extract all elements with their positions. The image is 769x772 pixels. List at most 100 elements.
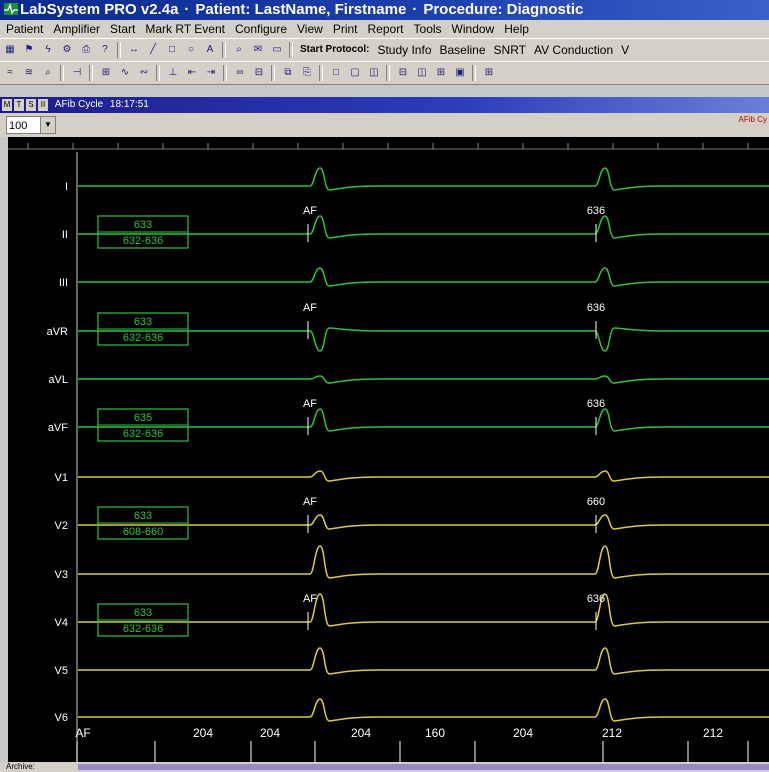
measure-value: 633 bbox=[134, 510, 152, 522]
mode-s-button[interactable]: S bbox=[26, 99, 36, 111]
mail-icon[interactable]: ✉ bbox=[253, 44, 263, 55]
menu-start[interactable]: Start bbox=[110, 22, 136, 36]
text-icon[interactable]: A bbox=[206, 44, 214, 55]
interval-label: 204 bbox=[351, 726, 371, 740]
interval-label: 204 bbox=[260, 726, 280, 740]
mode-t-button[interactable]: T bbox=[14, 99, 24, 111]
measure-range: 632-636 bbox=[123, 332, 163, 344]
help-icon[interactable]: ? bbox=[102, 44, 108, 55]
lead-v1-trace bbox=[78, 470, 769, 482]
line-icon[interactable]: ╱ bbox=[149, 44, 157, 55]
title-separator: · bbox=[412, 1, 418, 18]
lightning-icon[interactable]: ϟ bbox=[45, 44, 51, 55]
search-icon[interactable]: ⌕ bbox=[45, 67, 51, 78]
af-marker-label: AF bbox=[303, 205, 317, 217]
measure-icon[interactable]: ⊞ bbox=[101, 67, 111, 78]
window-restore-icon[interactable]: ▢ bbox=[350, 67, 360, 78]
menu-configure[interactable]: Configure bbox=[234, 22, 288, 36]
app-ecg-icon bbox=[4, 3, 18, 15]
af-marker-label: AF bbox=[303, 496, 317, 508]
lead-v5-trace bbox=[78, 647, 769, 675]
caliper-icon[interactable]: ↔ bbox=[129, 44, 139, 55]
monitor-icon[interactable]: ▭ bbox=[272, 44, 282, 55]
protocol-study-info[interactable]: Study Info bbox=[377, 43, 432, 57]
lead-i-trace bbox=[78, 167, 769, 191]
settings-icon[interactable]: ⚙ bbox=[62, 44, 72, 55]
afib-marker[interactable]: AFib Cy bbox=[738, 115, 767, 124]
menu-help[interactable]: Help bbox=[504, 22, 529, 36]
af-marker-label: AF bbox=[303, 593, 317, 605]
menu-view[interactable]: View bbox=[297, 22, 323, 36]
trace-icon[interactable]: ≈ bbox=[7, 67, 13, 78]
lead-v5-label: V5 bbox=[55, 665, 68, 677]
trace-select-icon[interactable]: ≋ bbox=[24, 67, 34, 78]
window-cascade-icon[interactable]: ◫ bbox=[369, 67, 379, 78]
zoom-select[interactable]: 100 ▼ bbox=[6, 116, 56, 134]
menu-print[interactable]: Print bbox=[332, 22, 358, 36]
layout-icon[interactable]: ⊟ bbox=[254, 67, 264, 78]
panel-icon[interactable]: ▣ bbox=[455, 67, 465, 78]
lead-v2-trace bbox=[78, 514, 769, 530]
lead-avf-label: aVF bbox=[48, 422, 68, 434]
window-icon[interactable]: □ bbox=[332, 67, 340, 78]
wave-v-icon[interactable]: ∾ bbox=[139, 67, 149, 78]
interval-marker-label: 636 bbox=[587, 593, 605, 605]
ecg-plot[interactable]: I II III aVR aVL aVF V1 V2 V3 V4 V5 V6 633 632-636 AF 6… bbox=[8, 137, 769, 762]
protocol-baseline[interactable]: Baseline bbox=[439, 43, 486, 57]
toolbar-separator bbox=[223, 65, 227, 81]
menu-mark-rt-event[interactable]: Mark RT Event bbox=[145, 22, 225, 36]
tile-grid-icon[interactable]: ⊞ bbox=[436, 67, 446, 78]
lead-iii-trace bbox=[78, 267, 769, 287]
ellipse-icon[interactable]: ○ bbox=[187, 44, 195, 55]
rectangle-icon[interactable]: □ bbox=[168, 44, 176, 55]
chevron-down-icon[interactable]: ▼ bbox=[40, 117, 55, 133]
measure-range: 632-636 bbox=[123, 235, 163, 247]
toolbar-separator bbox=[319, 65, 323, 81]
protocol-snrt[interactable]: SNRT bbox=[493, 43, 526, 57]
lead-ii-trace bbox=[78, 215, 769, 239]
lead-avr-trace bbox=[78, 327, 769, 352]
menu-window[interactable]: Window bbox=[451, 22, 495, 36]
title-separator: · bbox=[184, 1, 190, 18]
lead-avl-trace bbox=[78, 375, 769, 384]
lead-i-label: I bbox=[65, 181, 68, 193]
paste-icon[interactable]: ⎘ bbox=[303, 67, 311, 78]
protocol-more[interactable]: V bbox=[621, 43, 630, 57]
copy-icon[interactable]: ⧉ bbox=[284, 67, 292, 78]
menu-report[interactable]: Report bbox=[367, 22, 404, 36]
flag-icon[interactable]: ⚑ bbox=[24, 44, 34, 55]
trigger-icon[interactable]: ⊥ bbox=[168, 67, 178, 78]
tile-vertical-icon[interactable]: ◫ bbox=[417, 67, 427, 78]
menu-amplifier[interactable]: Amplifier bbox=[53, 22, 101, 36]
archive-timeline[interactable] bbox=[78, 764, 769, 770]
interval-label: 160 bbox=[425, 726, 445, 740]
menu-tools[interactable]: Tools bbox=[413, 22, 442, 36]
mode-m-button[interactable]: M bbox=[2, 99, 12, 111]
lead-v3-label: V3 bbox=[55, 569, 68, 581]
print-icon[interactable]: ⎙ bbox=[82, 44, 90, 55]
marker-icon[interactable]: ⊣ bbox=[72, 67, 82, 78]
interval-marker-label: 636 bbox=[587, 205, 605, 217]
arrange-icon[interactable]: ⊞ bbox=[484, 67, 494, 78]
af-marker-label: AF bbox=[303, 302, 317, 314]
af-marker-label: AF bbox=[303, 398, 317, 410]
toolbar-separator bbox=[222, 42, 226, 58]
step-back-icon[interactable]: ⇤ bbox=[187, 67, 197, 78]
zoom-icon[interactable]: ⌕ bbox=[236, 44, 242, 55]
interval-marker-label: 636 bbox=[587, 398, 605, 410]
toolbar-separator bbox=[289, 42, 293, 58]
step-forward-icon[interactable]: ⇥ bbox=[206, 67, 216, 78]
archive-bar: Archive: bbox=[0, 762, 769, 772]
lead-ii-label: II bbox=[62, 229, 68, 241]
wave-a-icon[interactable]: ∿ bbox=[120, 67, 130, 78]
lead-v4-trace bbox=[78, 593, 769, 627]
mode-ii-button[interactable]: II bbox=[38, 99, 48, 111]
protocol-av-conduction[interactable]: AV Conduction bbox=[533, 43, 614, 57]
lead-v1-label: V1 bbox=[55, 472, 68, 484]
menu-patient[interactable]: Patient bbox=[6, 22, 44, 36]
link-icon[interactable]: ∞ bbox=[236, 67, 244, 78]
grid-icon[interactable]: ▦ bbox=[5, 44, 15, 55]
lead-v3-trace bbox=[78, 545, 769, 579]
tile-horizontal-icon[interactable]: ⊟ bbox=[398, 67, 408, 78]
